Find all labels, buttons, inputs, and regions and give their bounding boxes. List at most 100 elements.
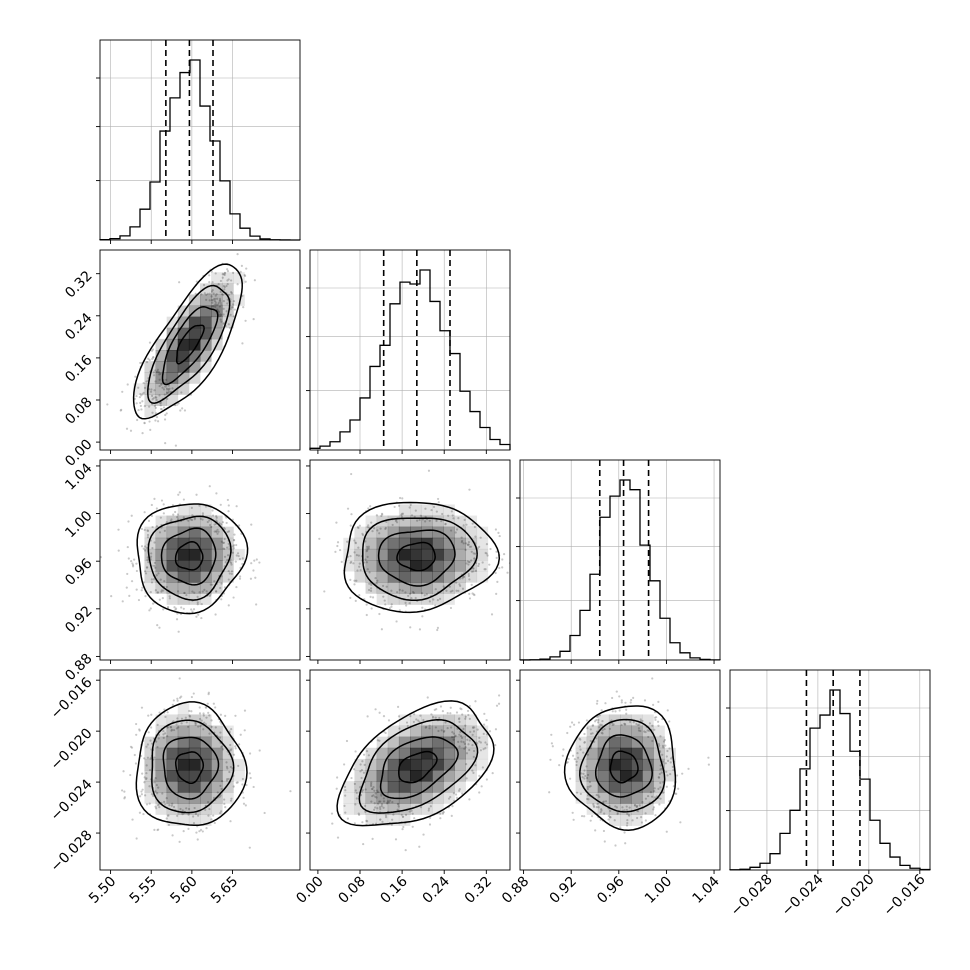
scatter-point: [601, 720, 604, 723]
scatter-point: [653, 787, 656, 790]
panel-content: [318, 469, 510, 632]
scatter-point: [359, 786, 362, 789]
x-tick-label: 0.00: [293, 874, 326, 907]
scatter-point: [619, 826, 622, 829]
scatter-point: [595, 806, 598, 809]
scatter-point: [228, 770, 231, 774]
scatter-point: [245, 783, 248, 787]
scatter-point: [352, 562, 355, 565]
density-cell: [631, 770, 643, 782]
density-panel-2-1: [96, 249, 301, 454]
scatter-point: [243, 709, 247, 712]
scatter-point: [166, 726, 169, 729]
scatter-point: [150, 713, 153, 716]
scatter-point: [380, 803, 384, 806]
scatter-point: [212, 702, 215, 705]
scatter-point: [226, 530, 229, 534]
scatter-point: [450, 726, 453, 729]
scatter-point: [187, 725, 190, 728]
scatter-point: [156, 828, 159, 832]
scatter-point: [141, 400, 144, 403]
scatter-point: [468, 739, 471, 742]
density-cell: [642, 758, 654, 771]
scatter-point: [567, 757, 570, 761]
scatter-point: [428, 823, 432, 826]
scatter-point: [434, 588, 437, 591]
density-cell: [454, 537, 466, 550]
scatter-point: [219, 503, 222, 506]
density-cell: [443, 526, 455, 539]
panel-frame: [309, 669, 511, 871]
density-cell: [144, 582, 156, 594]
density-cell: [354, 758, 366, 771]
density-cell: [586, 725, 599, 738]
density-cell: [188, 770, 201, 782]
scatter-point: [422, 718, 425, 722]
scatter-point: [151, 357, 154, 360]
scatter-point: [202, 283, 206, 287]
scatter-point: [439, 812, 442, 815]
scatter-point: [166, 814, 169, 817]
scatter-point: [598, 714, 601, 717]
scatter-point: [370, 781, 373, 784]
scatter-point: [219, 731, 222, 734]
scatter-point: [414, 596, 417, 600]
scatter-point: [226, 546, 229, 549]
scatter-point: [589, 739, 592, 743]
scatter-point: [629, 701, 632, 704]
scatter-point: [142, 391, 145, 394]
density-cell: [586, 758, 599, 771]
scatter-point: [183, 409, 187, 412]
scatter-point: [562, 748, 565, 751]
scatter-point: [450, 510, 453, 513]
scatter-point: [396, 808, 399, 811]
density-cell: [410, 560, 422, 572]
scatter-point: [239, 270, 242, 273]
scatter-point: [464, 717, 467, 720]
scatter-point: [180, 717, 184, 720]
scatter-point: [195, 493, 198, 496]
density-cell: [465, 758, 478, 771]
scatter-point: [373, 802, 376, 805]
scatter-point: [418, 845, 421, 848]
density-cell: [365, 747, 378, 760]
scatter-point: [220, 598, 223, 601]
scatter-point: [135, 402, 138, 405]
scatter-point: [196, 601, 199, 604]
density-cell: [166, 361, 179, 373]
scatter-point: [480, 785, 483, 788]
scatter-point: [150, 514, 154, 518]
density-cell: [398, 736, 411, 749]
scatter-point: [571, 754, 575, 757]
density-cell: [177, 560, 190, 572]
scatter-point: [202, 728, 205, 731]
density-cell: [188, 758, 201, 771]
panel-frame: [99, 669, 301, 871]
density-cell: [211, 571, 223, 583]
scatter-point: [355, 554, 358, 557]
scatter-point: [495, 556, 498, 560]
scatter-point: [225, 761, 228, 764]
density-cell: [222, 537, 234, 550]
density-cell: [410, 803, 422, 815]
density-cell: [188, 537, 201, 550]
scatter-point: [428, 600, 431, 603]
scatter-point: [151, 411, 154, 414]
scatter-point: [354, 542, 357, 545]
scatter-point: [707, 756, 710, 759]
density-panel-3-1: [96, 459, 301, 664]
scatter-point: [163, 732, 167, 735]
scatter-point: [215, 492, 218, 495]
density-cell: [211, 582, 223, 594]
scatter-point: [570, 721, 574, 724]
scatter-point: [442, 730, 445, 733]
scatter-point: [466, 738, 469, 741]
density-cell: [398, 814, 411, 826]
scatter-point: [252, 785, 255, 789]
scatter-point: [501, 558, 504, 561]
scatter-point: [452, 792, 456, 795]
scatter-point: [220, 582, 223, 585]
scatter-point: [451, 805, 454, 808]
scatter-point: [586, 785, 589, 789]
scatter-point: [374, 792, 377, 795]
